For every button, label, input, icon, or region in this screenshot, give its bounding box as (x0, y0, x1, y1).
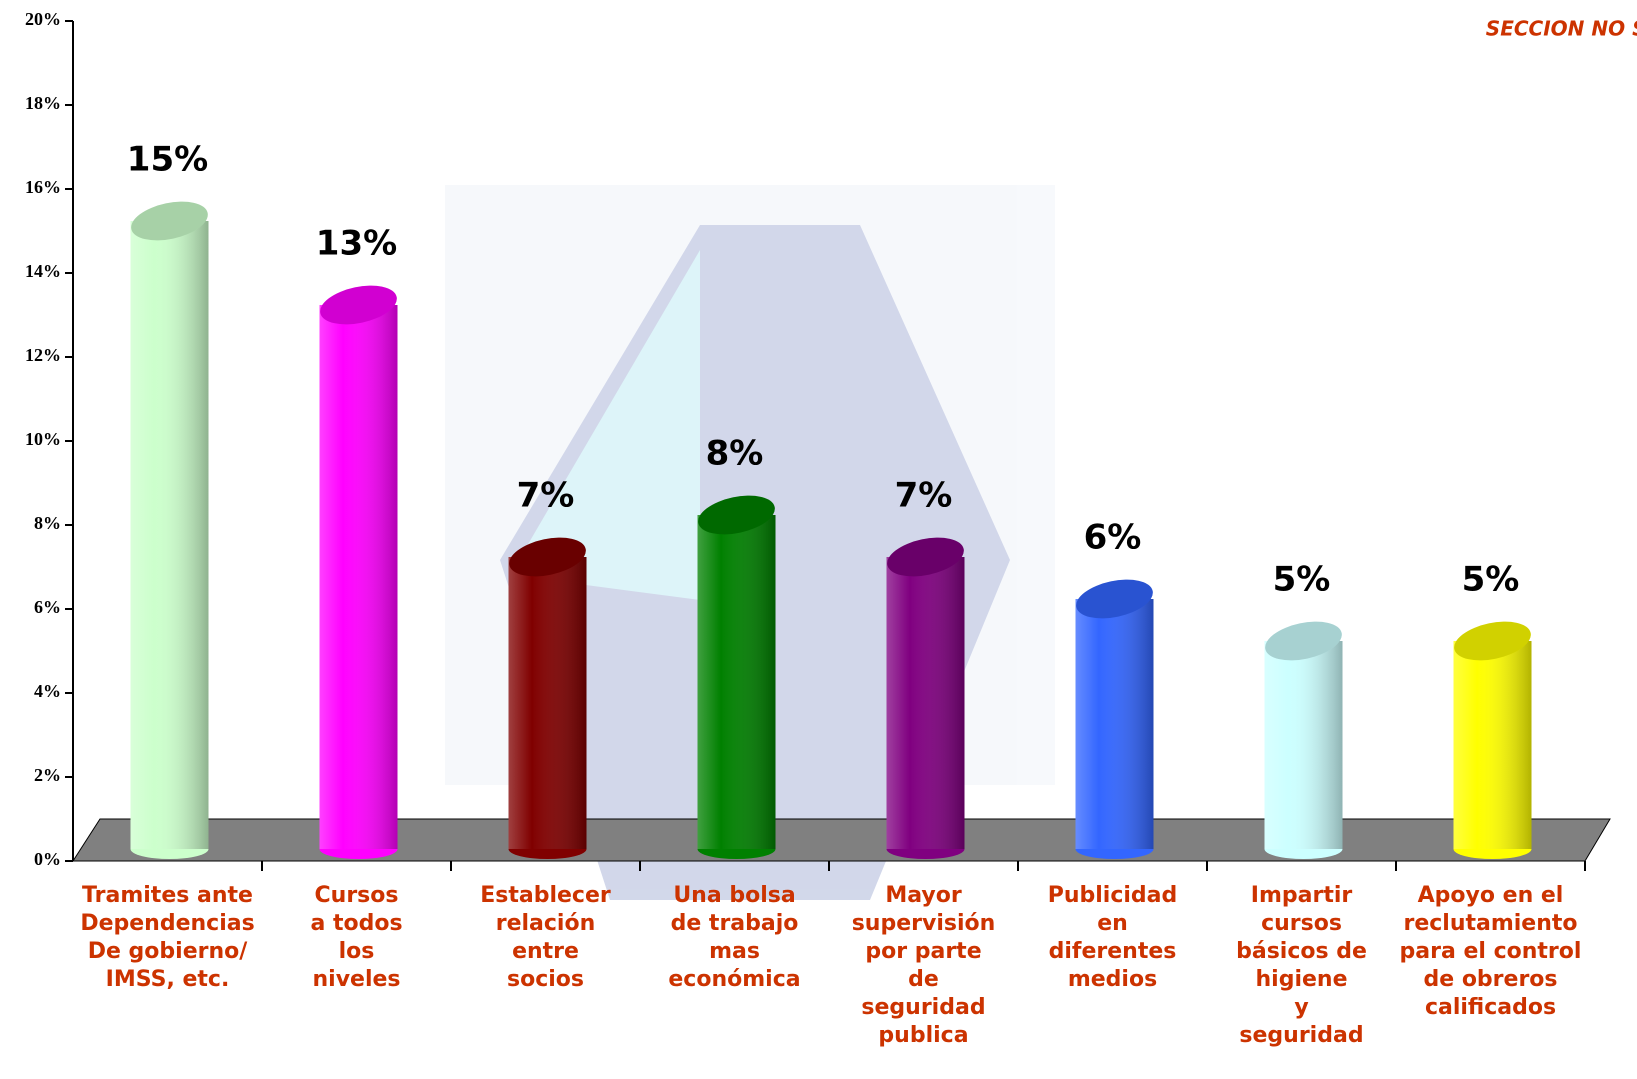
floor (72, 818, 1611, 862)
bar-top (698, 495, 775, 535)
value-label: 15% (127, 140, 208, 180)
bar-top (1076, 579, 1153, 619)
bar-group (1453, 621, 1532, 859)
x-tick-label: Cursos a todos los niveles (310, 883, 402, 992)
y-tick-label: 8% (34, 513, 61, 533)
x-tick-label: Tramites ante Dependencias De gobierno/IMS… (80, 883, 254, 992)
x-tick-label: Impartir cursos básicos de higiene y segurida… (1236, 883, 1367, 1048)
bar-group (1264, 621, 1343, 859)
bar-group (508, 537, 587, 859)
bar-top (320, 285, 397, 325)
x-tick-label: Mayor supervisión por parte de seguridad publ… (852, 883, 996, 1048)
bar-top-shade (1454, 621, 1531, 661)
bar-top (1265, 621, 1342, 661)
value-label: 8% (706, 434, 764, 474)
y-tick-label: 20% (25, 9, 61, 29)
x-tick-label: Apoyo en el reclutamiento para el control d… (1400, 883, 1582, 1020)
bar-shade (697, 515, 776, 849)
bar-top (131, 201, 208, 241)
value-label: 7% (517, 476, 575, 516)
bar-top-shade (509, 537, 586, 577)
value-label: 7% (895, 476, 953, 516)
bar-shade (319, 305, 398, 849)
value-label: 5% (1273, 560, 1331, 600)
bar-top-shade (320, 285, 397, 325)
chart-title: SECCION NO SOCIOS (1486, 17, 1637, 41)
bar-shade (1075, 599, 1154, 849)
bar-shade (1453, 641, 1532, 849)
bar-top-shade (131, 201, 208, 241)
y-tick-label: 16% (25, 177, 61, 197)
bar-shade (1264, 641, 1343, 849)
y-tick-label: 18% (25, 93, 61, 113)
bar-shade (508, 557, 587, 849)
y-tick-label: 6% (34, 597, 61, 617)
bar-shade (886, 557, 965, 849)
bar-shade (130, 221, 209, 849)
bar-group (697, 495, 776, 859)
bar-top (887, 537, 964, 577)
y-tick-label: 12% (25, 345, 61, 365)
bar-group (130, 201, 209, 859)
value-label: 13% (316, 224, 397, 264)
y-tick-label: 0% (34, 849, 61, 869)
bar-top-shade (698, 495, 775, 535)
bar-top (1454, 621, 1531, 661)
y-tick-label: 14% (25, 261, 61, 281)
bar-top (509, 537, 586, 577)
bar-group (886, 537, 965, 859)
value-label: 5% (1462, 560, 1520, 600)
bar-top-shade (1076, 579, 1153, 619)
bar-top-shade (887, 537, 964, 577)
y-tick-label: 2% (34, 765, 61, 785)
bar-top-shade (1265, 621, 1342, 661)
value-label: 6% (1084, 518, 1142, 558)
x-tick-label: Establecer relación entre socios (480, 883, 611, 992)
bar-group (319, 285, 398, 859)
y-tick-label: 10% (25, 429, 61, 449)
y-tick-label: 4% (34, 681, 61, 701)
x-tick-label: Una bolsa de trabajo mas económica (668, 883, 800, 992)
x-tick-label: Publicidad en diferentes medios (1048, 883, 1178, 992)
bar-group (1075, 579, 1154, 859)
